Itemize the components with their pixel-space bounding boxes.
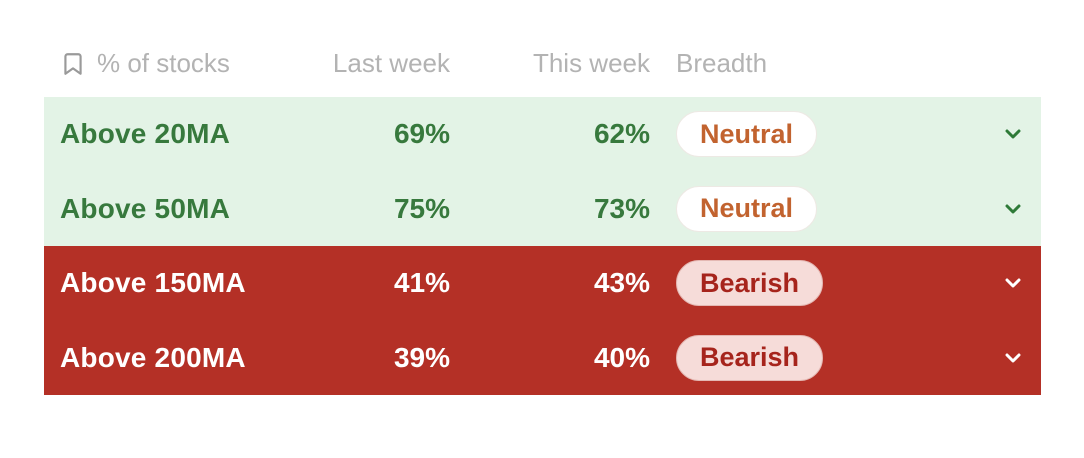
row-label: Above 20MA [60, 118, 231, 150]
bookmark-icon[interactable] [60, 49, 86, 79]
last-week-value: 39% [393, 341, 450, 373]
breadth-status-badge: Bearish [676, 334, 824, 381]
column-header-stocks: % of stocks [97, 48, 230, 78]
breadth-table: % of stocks Last week This week Breadth … [44, 0, 1041, 395]
last-week-value: 41% [393, 267, 450, 299]
last-week-value: 69% [393, 118, 450, 150]
column-header-breadth: Breadth [676, 48, 768, 78]
column-header-this-week: This week [532, 48, 650, 78]
expand-row-button[interactable] [981, 346, 1025, 370]
table-row-above-150ma[interactable]: Above 150MA 41% 43% Bearish [44, 246, 1041, 321]
last-week-value: 75% [393, 192, 450, 224]
table-row-above-50ma[interactable]: Above 50MA 75% 73% Neutral [44, 171, 1041, 246]
chevron-down-icon [1001, 346, 1025, 370]
row-label: Above 150MA [60, 267, 246, 299]
header-name-cell: % of stocks [60, 48, 290, 79]
this-week-value: 62% [593, 118, 650, 150]
table-row-above-200ma[interactable]: Above 200MA 39% 40% Bearish [44, 320, 1041, 395]
expand-row-button[interactable] [981, 197, 1025, 221]
row-label: Above 200MA [60, 341, 246, 373]
expand-row-button[interactable] [981, 271, 1025, 295]
column-header-last-week: Last week [332, 48, 450, 78]
chevron-down-icon [1001, 271, 1025, 295]
table-row-above-20ma[interactable]: Above 20MA 69% 62% Neutral [44, 97, 1041, 172]
this-week-value: 43% [593, 267, 650, 299]
breadth-status-badge: Neutral [676, 185, 818, 232]
this-week-value: 40% [593, 341, 650, 373]
chevron-down-icon [1001, 122, 1025, 146]
breadth-status-badge: Neutral [676, 111, 818, 158]
chevron-down-icon [1001, 197, 1025, 221]
row-label: Above 50MA [60, 192, 231, 224]
table-header-row: % of stocks Last week This week Breadth [44, 0, 1041, 97]
expand-row-button[interactable] [981, 122, 1025, 146]
this-week-value: 73% [593, 192, 650, 224]
breadth-status-badge: Bearish [676, 260, 824, 307]
